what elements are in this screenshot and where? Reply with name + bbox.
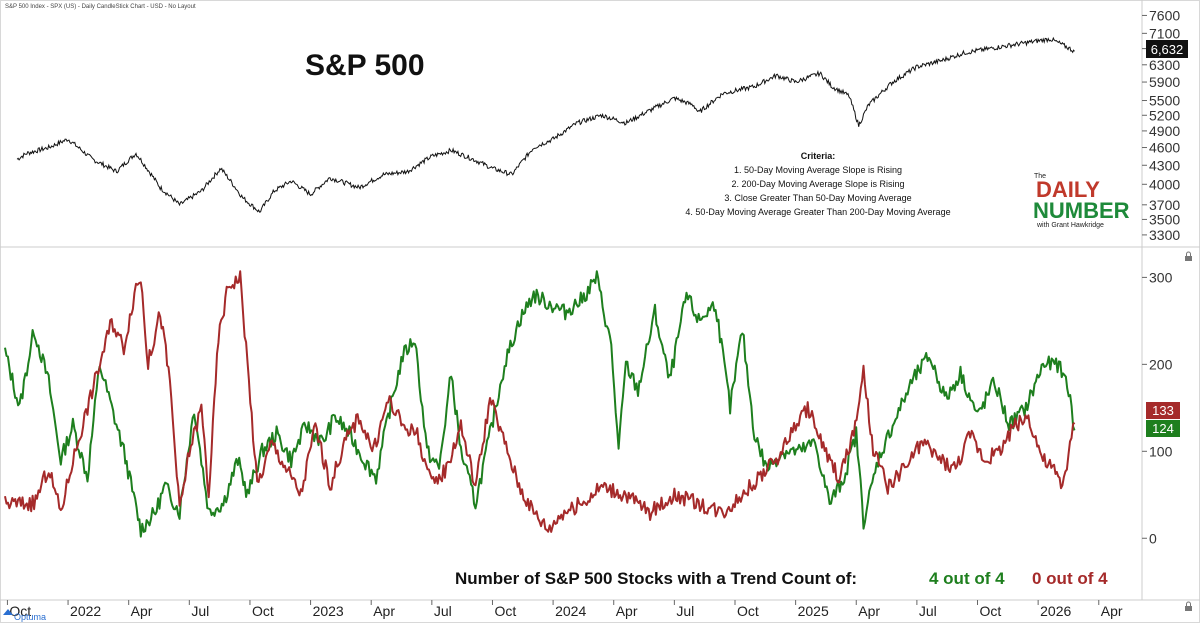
- x-tick-label: Oct: [737, 603, 759, 619]
- logo-number: NUMBER: [1033, 198, 1130, 223]
- optuma-logo-icon: [3, 609, 13, 615]
- green-last-value: 124: [1152, 421, 1174, 436]
- top-y-tick-label: 7600: [1149, 7, 1180, 23]
- logo-daily: DAILY: [1036, 177, 1100, 202]
- x-tick-label: 2026: [1040, 603, 1071, 619]
- green-last-bg: [1146, 420, 1180, 437]
- top-y-tick-label: 4900: [1149, 123, 1180, 139]
- x-tick-label: 2025: [798, 603, 829, 619]
- top-y-tick-label: 4000: [1149, 176, 1180, 192]
- criteria-box: Criteria: 1. 50-Day Moving Average Slope…: [685, 151, 950, 217]
- logo-byline: with Grant Hawkridge: [1036, 222, 1104, 229]
- top-y-tick-label: 5900: [1149, 74, 1180, 90]
- x-tick-label: Apr: [373, 603, 395, 619]
- criteria-item: 2. 200-Day Moving Average Slope is Risin…: [732, 179, 905, 189]
- optuma-watermark: Optuma: [3, 609, 46, 622]
- lock-icon[interactable]: [1185, 601, 1192, 611]
- top-y-tick-label: 5200: [1149, 107, 1180, 123]
- x-tick-label: Oct: [9, 603, 31, 619]
- bottom-y-tick-label: 300: [1149, 269, 1173, 285]
- x-tick-label: 2024: [555, 603, 586, 619]
- top-series-group: [16, 36, 1075, 213]
- criteria-title: Criteria:: [801, 151, 836, 161]
- lock-icon[interactable]: [1185, 251, 1192, 261]
- x-tick-label: Oct: [252, 603, 274, 619]
- criteria-item: 3. Close Greater Than 50-Day Moving Aver…: [724, 193, 911, 203]
- optuma-label: Optuma: [14, 612, 46, 622]
- price-last-bg: [1146, 40, 1188, 58]
- daily-number-logo: The DAILY NUMBER with Grant Hawkridge: [1033, 173, 1130, 229]
- top-y-tick-label: 4300: [1149, 157, 1180, 173]
- red-last-label: 133: [1146, 402, 1180, 419]
- x-tick-label: Apr: [616, 603, 638, 619]
- green-last-label: 124: [1146, 420, 1180, 437]
- x-axis: Oct 2022 Apr Jul Oct 2023 Apr Jul Oct 2024 Apr Jul O…: [6, 600, 1123, 619]
- bottom-y-tick-label: 100: [1149, 443, 1173, 459]
- top-y-tick-label: 3300: [1149, 227, 1180, 243]
- x-tick-label: Apr: [1101, 603, 1123, 619]
- x-tick-label: Jul: [676, 603, 694, 619]
- x-tick-label: Oct: [980, 603, 1002, 619]
- top-y-tick-label: 7100: [1149, 25, 1180, 41]
- top-y-tick-label: 3500: [1149, 211, 1180, 227]
- x-tick-label: Jul: [919, 603, 937, 619]
- bottom-caption-green: 4 out of 4: [929, 569, 1005, 588]
- top-y-tick-label: 5500: [1149, 93, 1180, 109]
- red-last-value: 133: [1152, 403, 1174, 418]
- red-last-bg: [1146, 402, 1180, 419]
- x-tick-label: Jul: [191, 603, 209, 619]
- criteria-item: 4. 50-Day Moving Average Greater Than 20…: [685, 207, 950, 217]
- top-y-tick-label: 3700: [1149, 197, 1180, 213]
- x-tick-label: Apr: [858, 603, 880, 619]
- top-chart-title: S&P 500: [305, 49, 425, 82]
- price-last-label: 6,632: [1146, 40, 1188, 58]
- criteria-item: 1. 50-Day Moving Average Slope is Rising: [734, 165, 902, 175]
- bottom-y-axis: 0 100 200 300: [1142, 269, 1173, 546]
- x-tick-label: Jul: [434, 603, 452, 619]
- x-tick-label: 2022: [70, 603, 101, 619]
- header-caption: S&P 500 Index - SPX (US) - Daily CandleS…: [5, 4, 196, 10]
- price-series-line: [16, 36, 1075, 213]
- x-tick-label: 2023: [313, 603, 344, 619]
- x-tick-label: Apr: [131, 603, 153, 619]
- bottom-series-group: [4, 270, 1076, 538]
- x-tick-label: Oct: [494, 603, 516, 619]
- top-y-tick-label: 6300: [1149, 57, 1180, 73]
- bottom-y-tick-label: 200: [1149, 356, 1173, 372]
- bottom-y-tick-label: 0: [1149, 530, 1157, 546]
- top-y-tick-label: 4600: [1149, 140, 1180, 156]
- logo-the: The: [1034, 173, 1046, 180]
- bottom-caption-red: 0 out of 4: [1032, 569, 1108, 588]
- price-last-value: 6,632: [1151, 42, 1184, 57]
- bottom-caption-text: Number of S&P 500 Stocks with a Trend Co…: [455, 569, 857, 588]
- series-line-0-of-4: [4, 270, 1076, 533]
